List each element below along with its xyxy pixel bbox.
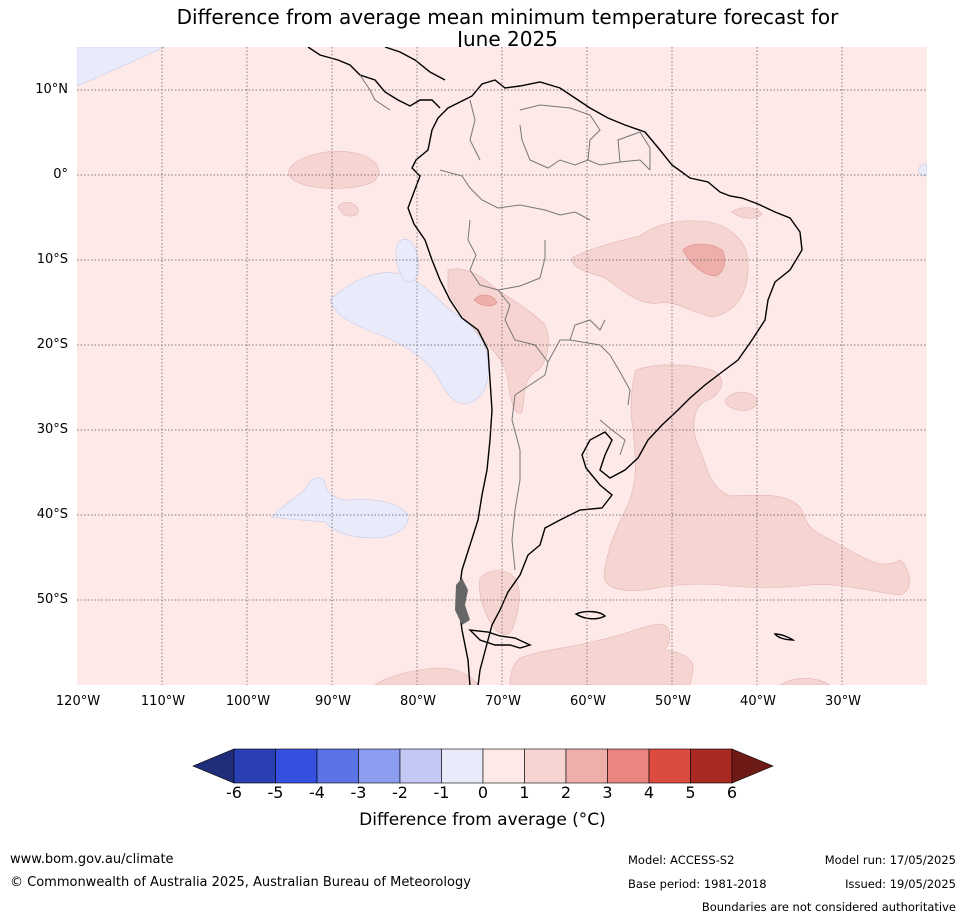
- central-america-coast: [307, 47, 441, 109]
- colorbar-bin: [565, 748, 608, 784]
- base-period: Base period: 1981-2018: [628, 877, 767, 891]
- lat-label: 10°S: [36, 252, 68, 267]
- lat-label: 20°S: [36, 337, 68, 352]
- anomaly-region-neg-nw: [77, 47, 166, 87]
- colorbar-bin: [607, 748, 650, 784]
- colorbar-tick: -6: [226, 783, 242, 802]
- lon-label: 110°W: [140, 694, 186, 709]
- colorbar-bin: [648, 748, 691, 784]
- copyright-notice: © Commonwealth of Australia 2025, Austra…: [10, 875, 471, 890]
- colorbar-tick: 4: [643, 783, 655, 802]
- map-plot-area: [77, 47, 927, 685]
- lon-label: 100°W: [225, 694, 271, 709]
- colorbar-tick: -3: [350, 783, 367, 802]
- south-georgia: [773, 633, 796, 641]
- colorbar-tick: -2: [392, 783, 408, 802]
- anomaly-regions-1-to-2: [288, 151, 910, 685]
- model-name: Model: ACCESS-S2: [628, 853, 735, 867]
- lat-label: 40°S: [36, 507, 68, 522]
- issued-date: Issued: 19/05/2025: [845, 877, 956, 891]
- colorbar-tick: 5: [685, 783, 696, 802]
- website-link[interactable]: www.bom.gov.au/climate: [10, 852, 174, 867]
- colorbar-bin: [358, 748, 401, 784]
- lon-label: 30°W: [825, 694, 861, 709]
- map-title-line1: Difference from average mean minimum tem…: [176, 5, 839, 29]
- boundary-disclaimer: Boundaries are not considered authoritat…: [701, 900, 956, 914]
- lat-label: 30°S: [36, 422, 68, 437]
- chile-archipelago: [455, 578, 470, 625]
- map-title-line2: June 2025: [457, 27, 558, 51]
- colorbar-tick: 0: [477, 783, 489, 802]
- colorbar-tick: 6: [726, 783, 738, 802]
- colorbar-tick: 3: [602, 783, 613, 802]
- colorbar-tick: -1: [433, 783, 450, 802]
- south-america-coast: [407, 79, 803, 685]
- lat-label: 50°S: [36, 592, 68, 607]
- anomaly-region-neg-east-pacific: [329, 272, 489, 404]
- lat-label: 10°N: [35, 82, 68, 97]
- lat-label: 0°: [53, 167, 68, 182]
- anomaly-region-neg-south-pacific: [271, 477, 409, 539]
- colorbar-title: Difference from average (°C): [359, 810, 606, 830]
- tierra-del-fuego: [468, 629, 532, 649]
- colorbar-tick: -5: [267, 783, 284, 802]
- colorbar-bin: [441, 748, 484, 784]
- lon-label: 40°W: [740, 694, 776, 709]
- country-borders: [359, 74, 651, 571]
- colorbar: [192, 748, 774, 784]
- colorbar-tick: 2: [560, 783, 572, 802]
- colorbar-bin: [690, 748, 733, 784]
- anomaly-region-neg-coast: [395, 239, 419, 282]
- colorbar-bin: [316, 748, 359, 784]
- lon-label: 50°W: [655, 694, 691, 709]
- lon-label: 80°W: [400, 694, 436, 709]
- colorbar-bin: [524, 748, 567, 784]
- graticule: [77, 47, 927, 685]
- lon-label: 60°W: [570, 694, 606, 709]
- lon-label: 120°W: [55, 694, 101, 709]
- colorbar-bin: [399, 748, 442, 784]
- falklands: [574, 610, 607, 620]
- colorbar-extend-low: [192, 748, 235, 784]
- caribbean-coast: [384, 47, 446, 81]
- colorbar-tick: 1: [519, 783, 530, 802]
- colorbar-bin: [233, 748, 276, 784]
- coastlines: [307, 47, 803, 685]
- lon-label: 70°W: [485, 694, 521, 709]
- colorbar-bin: [275, 748, 318, 784]
- colorbar-tick: -4: [309, 783, 325, 802]
- colorbar-extend-high: [731, 748, 774, 784]
- model-run-date: Model run: 17/05/2025: [824, 853, 956, 867]
- colorbar-bin: [482, 748, 525, 784]
- anomaly-region-neg-far-east: [917, 163, 927, 177]
- lon-label: 90°W: [315, 694, 351, 709]
